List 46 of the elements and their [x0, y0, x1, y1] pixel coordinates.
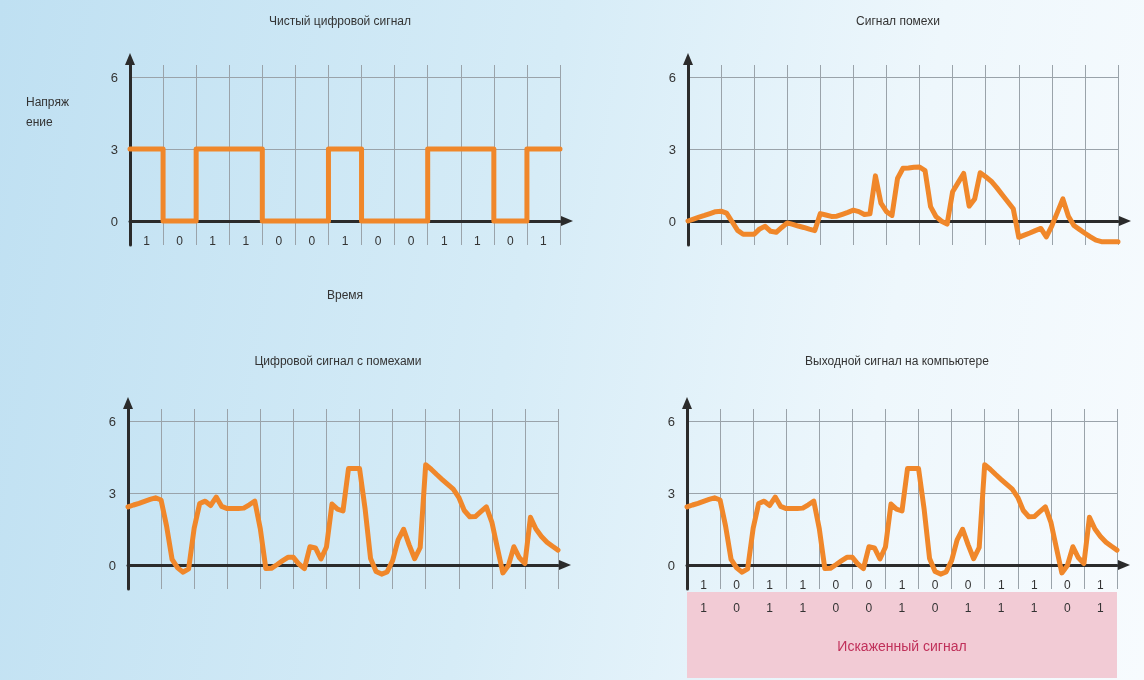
- y-axis-title: Напряжение: [26, 95, 69, 129]
- x-tick-label: 1: [341, 234, 349, 248]
- y-tick-label: 6: [667, 413, 675, 429]
- x-tick-label: 0: [964, 578, 972, 592]
- x-tick-label: 1: [143, 234, 151, 248]
- x-tick-label: 1: [898, 578, 906, 592]
- x-tick-label: 1: [1097, 578, 1105, 592]
- chart-title: Выходной сигнал на компьютере: [805, 354, 990, 368]
- y-tick-label: 6: [668, 69, 676, 85]
- y-tick-label: 6: [108, 413, 116, 429]
- x-tick-label: 0: [308, 234, 316, 248]
- y-tick-label: 0: [668, 213, 676, 229]
- text: Искаженный сигнал: [836, 638, 968, 654]
- x-tick-label: 0: [1064, 578, 1072, 592]
- y-tick-label: 0: [110, 213, 118, 229]
- chart-title: Сигнал помехи: [856, 14, 940, 28]
- x-tick-label: 1: [1030, 578, 1038, 592]
- x-tick-label: 0: [275, 234, 283, 248]
- x-tick-label: 0: [374, 234, 382, 248]
- x-tick-label: 1: [700, 578, 708, 592]
- x-tick-label: 1: [440, 234, 448, 248]
- x-axis-title: Время: [326, 288, 364, 302]
- x-tick-label: 1: [997, 578, 1005, 592]
- x-tick-label: 1: [473, 234, 481, 248]
- y-tick-label: 0: [108, 557, 116, 573]
- x-tick-label: 0: [865, 578, 873, 592]
- x-tick-label: 0: [931, 578, 939, 592]
- y-tick-label: 3: [108, 485, 116, 501]
- x-tick-label: 0: [176, 234, 184, 248]
- x-tick-label: 1: [766, 578, 774, 592]
- x-tick-label: 1: [799, 578, 807, 592]
- y-tick-label: 3: [667, 485, 675, 501]
- x-tick-label: 0: [832, 578, 840, 592]
- x-tick-label: 0: [733, 578, 741, 592]
- y-tick-label: 3: [110, 141, 118, 157]
- chart-title: Цифровой сигнал с помехами: [254, 354, 422, 368]
- y-tick-label: 0: [667, 557, 675, 573]
- x-tick-label: 0: [407, 234, 415, 248]
- text: 1 0 1 1 0 0 1 0 1 1 1 0 1: [700, 601, 1104, 615]
- y-tick-label: 6: [110, 69, 118, 85]
- y-tick-label: 3: [668, 141, 676, 157]
- x-tick-label: 0: [507, 234, 515, 248]
- x-tick-label: 1: [242, 234, 250, 248]
- x-tick-label: 1: [209, 234, 217, 248]
- chart-title: Чистый цифровой сигнал: [269, 14, 411, 28]
- x-tick-label: 1: [540, 234, 548, 248]
